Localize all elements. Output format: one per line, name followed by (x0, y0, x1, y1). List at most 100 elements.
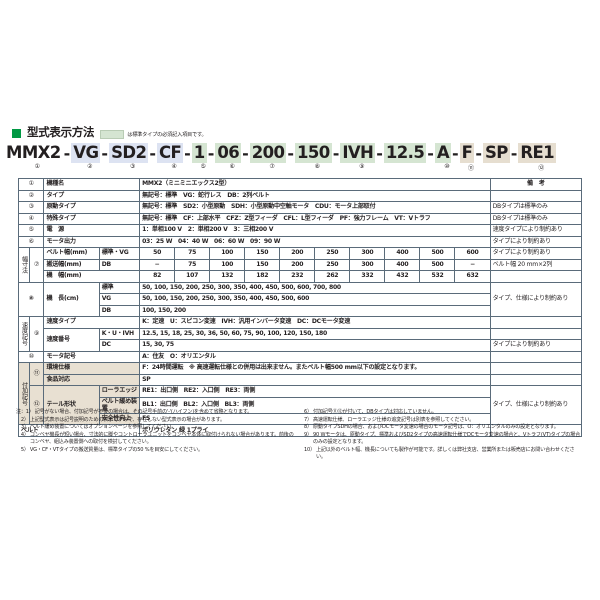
row-label: モータ記号 (43, 350, 141, 363)
row-sublabel: 標準 (98, 281, 141, 294)
code-segment-sp[interactable]: SP (482, 143, 510, 163)
row-value: ポリウレタン 緑 1プライ (139, 424, 491, 437)
row-label: タイプ (43, 189, 141, 202)
row-remark: 速度タイプにより制約あり (489, 224, 583, 237)
table-row-belt-loosen: ベルト緩め装置 BL1：出口側 BL2：入口側 BL3：両側 (19, 396, 582, 414)
table-row-belt-width: 幅寸法 ⑦ ベルト幅(mm) 標準・VG 50 75 100 150 200 2… (18, 247, 583, 283)
code-separator: - (452, 143, 459, 163)
table-row: ⑤ 電 源 1：単相100 V 2：単相200 V 3：三相200 V 速度タイ… (17, 224, 583, 237)
footnote-item: 5） VG・CF・VTタイプの搬送質量は、標準タイプの50 %を目安にしてください… (16, 447, 294, 454)
code-segment-a[interactable]: A (434, 143, 452, 163)
footnote-item: 2） 上記型式表示は記号説明のための表示ですので、存在しない型式表示の場合がありま… (16, 417, 294, 424)
row-number: ⑤ (17, 224, 45, 237)
footnote-item: 10） 上記以外のベルト幅、機長についても製作が可能です。詳しくは弊社支店、営業所… (304, 447, 582, 461)
table-row: ⑥ モータ出力 03：25 W 04：40 W 06：60 W 09：90 W … (17, 235, 583, 248)
frame-width-cell: 332 (349, 270, 386, 283)
code-segment-ivh[interactable]: IVH (340, 143, 376, 163)
row-remark (489, 189, 583, 202)
code-index-⑫: ⑫ (538, 165, 545, 172)
belt-width-cell: 75 (174, 247, 211, 260)
row-remark (489, 362, 583, 375)
table-row: ③ 原動タイプ 無記号：標準 SD2：小型原動 SDH：小型原動中空軸モータ C… (17, 201, 583, 214)
code-segment-cf[interactable]: CF (156, 143, 184, 163)
row-value: K：定速 U：スピコン変速 IVH：汎用インバータ変速 DC：DCモータ変速 (139, 316, 491, 329)
frame-width-cell: 532 (419, 270, 456, 283)
footnote-key: 8） (304, 424, 312, 431)
belt-width-cell: 150 (244, 247, 281, 260)
code-segment-sd2[interactable]: SD2 (109, 143, 149, 163)
frame-width-cell: 432 (384, 270, 421, 283)
specification-table: ① 機種名 MMX2（ミニミニエックス2型） 備 考 ② タイプ 無記号：標準 … (17, 178, 583, 437)
code-segment-f[interactable]: F (459, 143, 475, 163)
table-row-speed-no: 速度番号 K・U・IVH 12.5, 15, 18, 25, 30, 36, 5… (19, 327, 583, 352)
footnote-key: 注：1） (16, 409, 34, 415)
conveyed-width-cell: 150 (244, 258, 281, 271)
code-separator: - (184, 143, 191, 163)
code-separator: - (510, 143, 518, 163)
footnote-text: 記号がない場合、付加記号が不要の場合は、その記号手前の'-'(ハイフン)を含めて… (34, 409, 253, 415)
row-label: 機種名 (43, 178, 141, 191)
row-label: 搬送幅(mm) (43, 258, 100, 271)
row-sublabel: DC (98, 339, 141, 352)
code-index-⑩: ⑩ (444, 163, 450, 170)
row-value: 03：25 W 04：40 W 06：60 W 09：90 W (139, 235, 491, 248)
group-label-speed: 速度記号 (18, 316, 30, 352)
row-remark: ベルト幅 20 mm×2列 (489, 258, 583, 271)
code-segment-06[interactable]: 06 (215, 143, 242, 163)
code-separator: - (332, 143, 340, 163)
code-segment-12-5[interactable]: 12.5 (383, 143, 427, 163)
code-segment-200[interactable]: 200 (249, 143, 287, 163)
footnote-item: 9） 90 Wモータは、原動タイプ、標準およびSD2タイプの高速運転仕様でDCモー… (304, 432, 582, 446)
code-segment-mmx2[interactable]: MMX2 (6, 143, 61, 162)
footnotes-left-column: 注：1） 記号がない場合、付加記号が不要の場合は、その記号手前の'-'(ハイフン)… (16, 409, 294, 462)
table-row-speed-dc: DC 15, 30, 75 タイプにより制約あり (19, 339, 583, 352)
row-remark (489, 424, 583, 437)
code-segment-1[interactable]: 1 (191, 143, 207, 163)
row-sublabel: 標準・VG (98, 247, 141, 260)
code-index-⑤: ⑤ (200, 163, 206, 170)
code-segment-vg[interactable]: VG (71, 143, 101, 163)
row-number: ⑨ (28, 316, 45, 352)
row-label: ベルト (17, 424, 141, 437)
footnote-text: 付加記号⑪⑫が付いて、DBタイプは対応していません。 (312, 409, 437, 415)
conveyed-width-cell: − (454, 258, 491, 271)
title-bullet-icon (12, 129, 21, 138)
footnote-item: 8） 原動タイプSDHの場合、およびDCモータ変速の場合のモータ記号は、O：オリエ… (304, 424, 582, 431)
code-index-⑪: ⑪ (467, 165, 474, 172)
code-index-②: ② (87, 163, 93, 170)
row-remark: タイプにより制約あり (489, 247, 583, 260)
footnote-item: 6） 付加記号⑪⑫が付いて、DBタイプは対応していません。 (304, 409, 582, 416)
legend-swatch-icon (100, 130, 125, 139)
row-value: F：24時間運転 ※ 高速運転仕様との併用は出来ません。またベルト幅500 mm… (139, 362, 491, 375)
section-title: 型式表示方法 は標準タイプの必須記入項目です。 (12, 124, 207, 140)
conveyed-width-cell: 200 (279, 258, 316, 271)
footnote-text: VG・CF・VTタイプの搬送質量は、標準タイプの50 %を目安にしてください。 (29, 447, 203, 454)
legend: は標準タイプの必須記入項目です。 (100, 130, 207, 139)
row-number: ⑩ (17, 350, 45, 363)
table-row: ④ 特殊タイプ 無記号：標準 CF：上部水平 CFZ：Z型フィーダ CFL：L型… (17, 212, 583, 225)
code-separator: - (376, 143, 383, 163)
code-segment-re1[interactable]: RE1 (518, 143, 557, 163)
row-label: 原動タイプ (43, 201, 141, 214)
footnotes: 注：1） 記号がない場合、付加記号が不要の場合は、その記号手前の'-'(ハイフン)… (16, 409, 586, 462)
belt-width-cell: 50 (139, 247, 176, 260)
row-label: モータ出力 (43, 235, 141, 248)
belt-width-cell: 300 (349, 247, 386, 260)
legend-note: は標準タイプの必須記入項目です。 (127, 132, 207, 138)
row-number: ⑧ (17, 281, 45, 317)
footnote-item: 注：1） 記号がない場合、付加記号が不要の場合は、その記号手前の'-'(ハイフン)… (16, 409, 294, 416)
row-sublabel: DB (98, 304, 141, 317)
row-remark: タイプにより制約あり (489, 235, 583, 248)
code-index-⑥: ⑥ (229, 163, 235, 170)
row-sublabel: DB (98, 258, 141, 271)
table-row: ① 機種名 MMX2（ミニミニエックス2型） 備 考 (17, 178, 583, 191)
row-sublabel: ローラエッジ (98, 385, 141, 398)
belt-width-cell: 100 (209, 247, 246, 260)
belt-width-cell: 600 (454, 247, 491, 260)
table-row-food: 食品対応 SP (19, 373, 583, 386)
code-segment-150[interactable]: 150 (295, 143, 332, 163)
footnote-text: コンベヤ機長が短い場合、寸法的に脚やコントローラユニットをコンベヤ本体に取付けら… (29, 432, 294, 446)
code-index-⑦: ⑦ (269, 163, 275, 170)
table-row-motor-symbol: ⑩ モータ記号 A：住友 O：オリエンタル (17, 350, 583, 363)
code-separator: - (63, 143, 71, 163)
